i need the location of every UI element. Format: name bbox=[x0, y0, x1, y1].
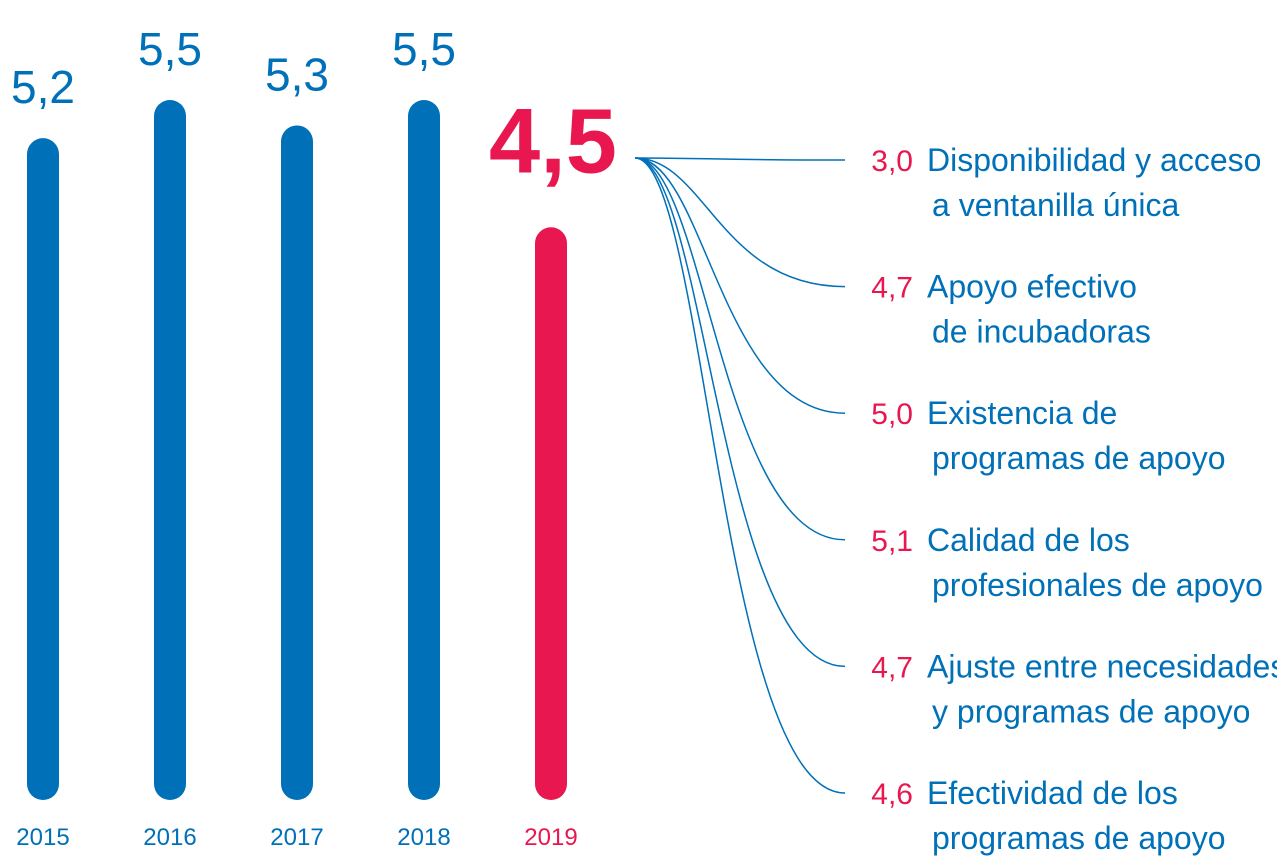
breakdown-value: 4,7 bbox=[871, 272, 913, 305]
value-label: 5,5 bbox=[392, 23, 456, 75]
breakdown-label: programas de apoyo bbox=[932, 440, 1226, 476]
connector bbox=[634, 157, 846, 161]
connector bbox=[634, 157, 846, 668]
x-tick-label: 2016 bbox=[143, 824, 196, 851]
breakdown-label: Apoyo efectivo bbox=[927, 269, 1137, 305]
x-tick-label: 2017 bbox=[270, 824, 323, 851]
x-tick-label: 2018 bbox=[397, 824, 450, 851]
breakdown-label: y programas de apoyo bbox=[932, 693, 1250, 729]
breakdown-label: Efectividad de los bbox=[927, 775, 1178, 811]
x-tick-label: 2015 bbox=[16, 824, 69, 851]
bar bbox=[154, 100, 186, 800]
breakdown-value: 5,1 bbox=[871, 525, 913, 558]
value-label: 5,5 bbox=[138, 23, 202, 75]
connector bbox=[634, 157, 846, 794]
bar bbox=[408, 100, 440, 800]
breakdown-label: de incubadoras bbox=[932, 314, 1151, 350]
breakdown-label: programas de apoyo bbox=[932, 820, 1226, 856]
connector bbox=[634, 157, 846, 288]
breakdown-label: Disponibilidad y acceso bbox=[927, 142, 1261, 178]
breakdown-value: 4,7 bbox=[871, 651, 913, 684]
breakdown-label: a ventanilla única bbox=[932, 187, 1179, 223]
connector bbox=[634, 157, 846, 541]
value-label: 5,3 bbox=[265, 48, 329, 100]
connector bbox=[634, 157, 846, 414]
breakdown-label: Ajuste entre necesidades bbox=[927, 648, 1277, 684]
breakdown-label: Existencia de bbox=[927, 395, 1117, 431]
value-label: 5,2 bbox=[11, 61, 75, 113]
bar bbox=[535, 227, 567, 801]
x-tick-label: 2019 bbox=[524, 824, 577, 851]
bar bbox=[281, 125, 313, 801]
breakdown-label: profesionales de apoyo bbox=[932, 567, 1263, 603]
breakdown-value: 3,0 bbox=[871, 145, 913, 178]
bar bbox=[27, 138, 59, 800]
breakdown-value: 4,6 bbox=[871, 778, 913, 811]
breakdown-label: Calidad de los bbox=[927, 522, 1130, 558]
value-label: 4,5 bbox=[489, 90, 617, 192]
breakdown-value: 5,0 bbox=[871, 398, 913, 431]
